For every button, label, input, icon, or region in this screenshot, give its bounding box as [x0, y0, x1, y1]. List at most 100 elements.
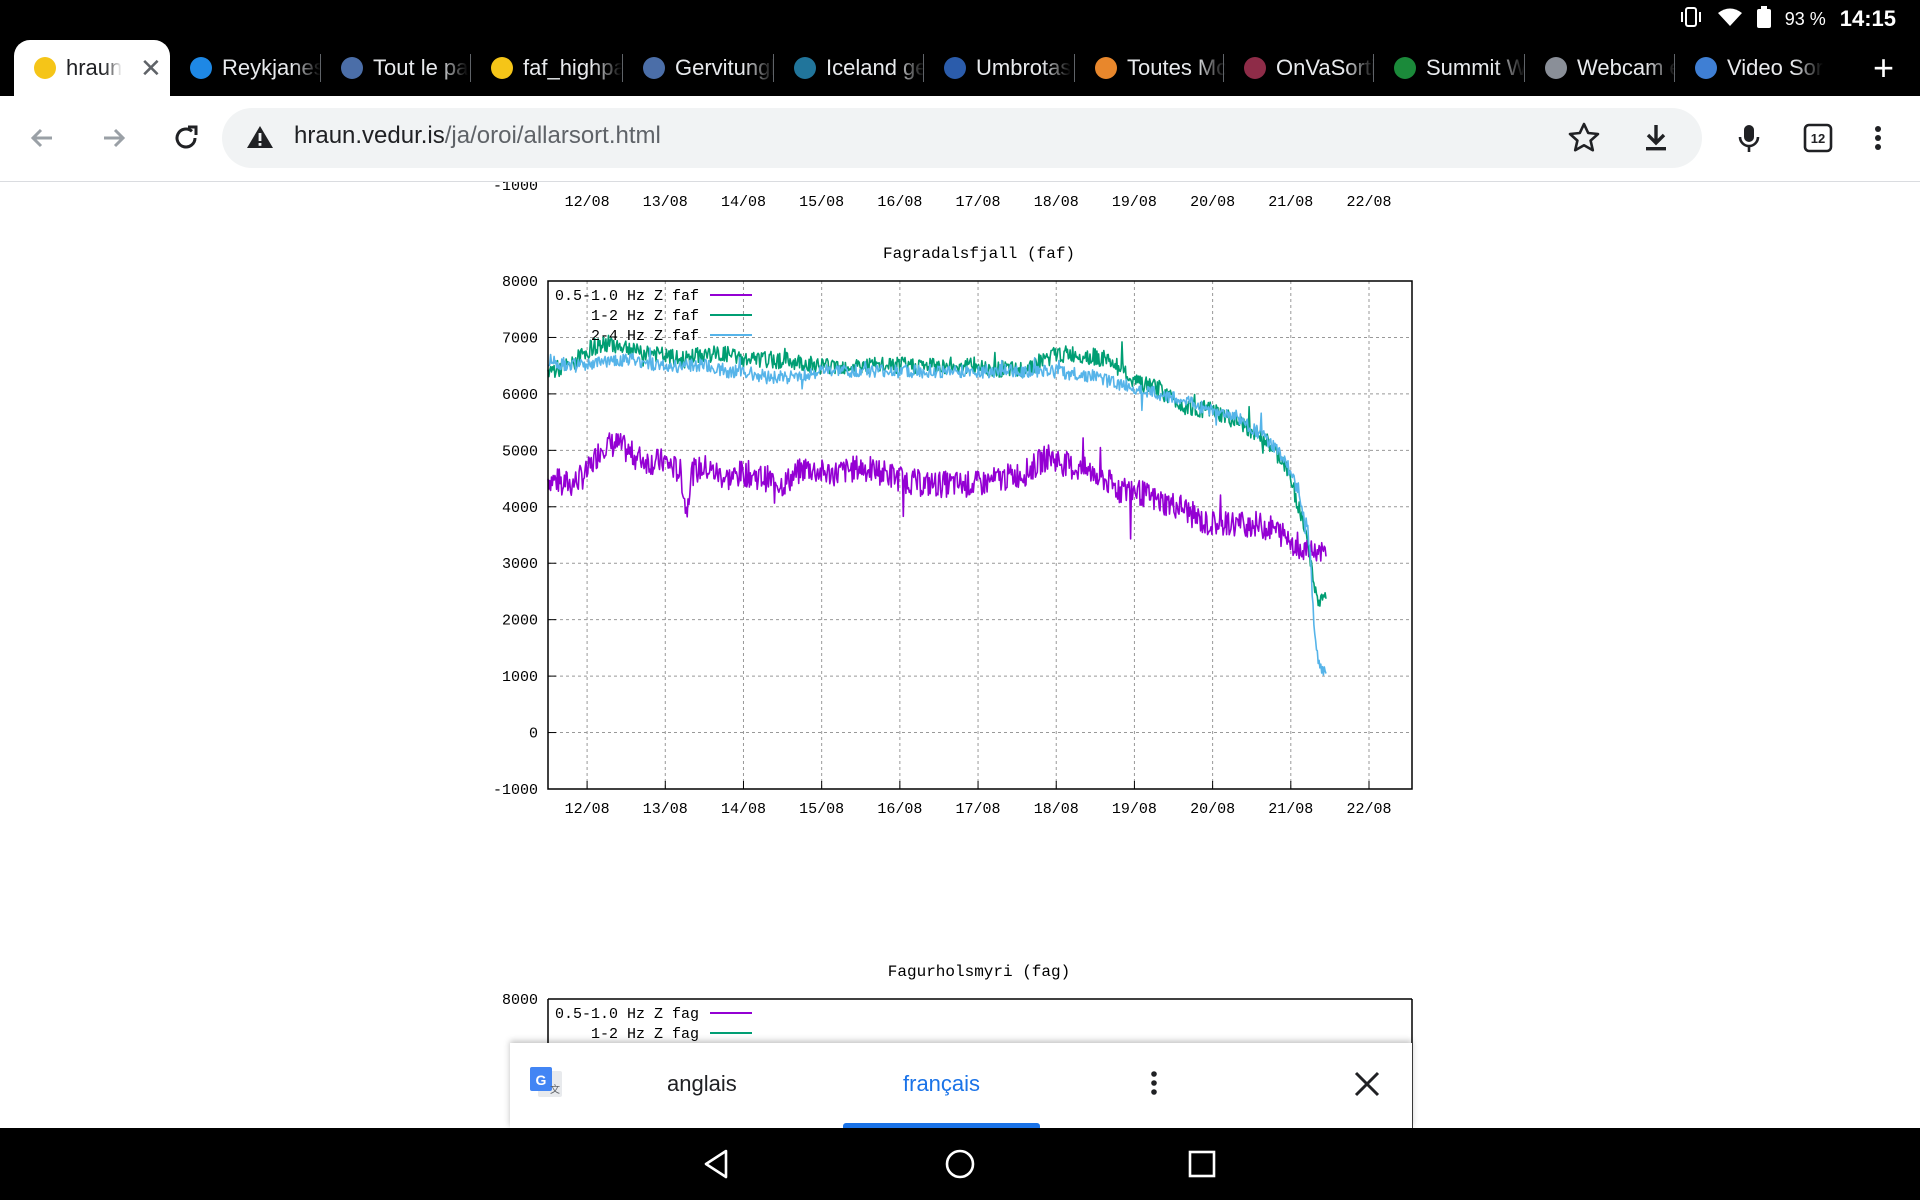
selected-language-indicator	[843, 1123, 1040, 1128]
top-chart-xtick-label: 12/08	[565, 194, 610, 211]
bookmark-star-icon[interactable]	[1566, 120, 1602, 161]
tab-favicon-icon	[34, 57, 56, 79]
top-chart-xtick-label: 13/08	[643, 194, 688, 211]
home-circle-icon	[945, 1149, 975, 1179]
faf-xtick-label: 21/08	[1268, 801, 1313, 818]
tab-favicon-icon	[794, 57, 816, 79]
browser-tab[interactable]: Umbrotas	[924, 40, 1075, 96]
tab-favicon-icon	[1095, 57, 1117, 79]
top-chart-xtick-label: 15/08	[799, 194, 844, 211]
nav-recents-button[interactable]	[1186, 1148, 1218, 1180]
tab-separator	[1524, 54, 1525, 82]
faf-ytick-label: 8000	[502, 274, 538, 291]
browser-tab[interactable]: Webcam e	[1525, 40, 1676, 96]
tab-separator	[320, 54, 321, 82]
browser-tab[interactable]: Toutes Mo	[1075, 40, 1226, 96]
faf-ytick-label: 5000	[502, 443, 538, 460]
faf-chart-title: Fagradalsfjall (faf)	[883, 245, 1075, 263]
tab-favicon-icon	[944, 57, 966, 79]
fag-ytick-top: 8000	[502, 992, 538, 1009]
tab-switcher-button[interactable]: 12	[1796, 116, 1840, 160]
android-nav-bar	[0, 1128, 1920, 1200]
faf-ytick-label: 4000	[502, 500, 538, 517]
not-secure-warning-icon[interactable]	[246, 124, 274, 155]
tab-favicon-icon	[1695, 57, 1717, 79]
battery-icon	[1756, 5, 1771, 33]
translate-options-icon[interactable]	[1138, 1067, 1170, 1104]
source-language-tab[interactable]: anglais	[667, 1071, 737, 1096]
forward-button[interactable]	[92, 116, 136, 160]
tab-favicon-icon	[190, 57, 212, 79]
url-text[interactable]: hraun.vedur.is/ja/oroi/allarsort.html	[294, 122, 661, 150]
faf-ytick-label: 6000	[502, 387, 538, 404]
faf-xtick-label: 16/08	[877, 801, 922, 818]
tab-title: Reykjanes	[222, 55, 321, 80]
url-domain: hraun.vedur.is	[294, 122, 445, 149]
tab-favicon-icon	[1394, 57, 1416, 79]
tab-title: Gervitungl	[675, 55, 774, 80]
tab-title: Tout le pa	[373, 55, 469, 80]
menu-button[interactable]	[1856, 116, 1900, 160]
faf-xtick-label: 19/08	[1112, 801, 1157, 818]
top-chart-xtick-label: 20/08	[1190, 194, 1235, 211]
tab-separator	[1223, 54, 1224, 82]
browser-tab[interactable]: hraun ✕	[14, 40, 170, 96]
faf-xtick-label: 22/08	[1346, 801, 1391, 818]
faf-legend-label: 2-4 Hz Z faf	[591, 328, 699, 345]
browser-tab[interactable]: Iceland ge	[774, 40, 925, 96]
top-chart-ytick-bottom: -1000	[493, 182, 538, 195]
nav-back-button[interactable]	[700, 1148, 732, 1180]
tab-separator	[1674, 54, 1675, 82]
browser-tab[interactable]: Summit W	[1374, 40, 1525, 96]
url-path: /ja/oroi/allarsort.html	[444, 122, 661, 149]
tab-title: Iceland ge	[826, 55, 925, 80]
close-icon[interactable]	[1352, 1069, 1382, 1104]
top-chart-cropped: -1000 12/08 13/08 14/08 15/08 16/08 17/08 18/0…	[493, 182, 1392, 211]
browser-tab[interactable]: Video Sor	[1675, 40, 1826, 96]
nav-home-button[interactable]	[944, 1148, 976, 1180]
target-language-tab[interactable]: français	[903, 1071, 981, 1096]
tab-separator	[1074, 54, 1075, 82]
faf-xtick-label: 14/08	[721, 801, 766, 818]
clock: 14:15	[1839, 6, 1896, 31]
download-icon[interactable]	[1638, 120, 1674, 161]
faf-ytick-label: 2000	[502, 613, 538, 630]
tab-separator	[622, 54, 623, 82]
new-tab-button[interactable]: +	[1872, 47, 1894, 88]
faf-ytick-label: 1000	[502, 669, 538, 686]
tab-favicon-icon	[491, 57, 513, 79]
svg-text:G: G	[536, 1072, 547, 1088]
faf-xtick-label: 12/08	[565, 801, 610, 818]
tab-favicon-icon	[643, 57, 665, 79]
browser-tab[interactable]: Gervitungl	[623, 40, 774, 96]
browser-tab[interactable]: OnVaSorti	[1224, 40, 1375, 96]
faf-xtick-label: 20/08	[1190, 801, 1235, 818]
top-chart-xtick-label: 16/08	[877, 194, 922, 211]
faf-xtick-label: 15/08	[799, 801, 844, 818]
tab-favicon-icon	[1244, 57, 1266, 79]
top-chart-xtick-label: 17/08	[956, 194, 1001, 211]
close-tab-icon[interactable]: ✕	[140, 52, 162, 83]
tab-separator	[1373, 54, 1374, 82]
wifi-icon	[1717, 7, 1743, 32]
faf-ytick-label: 0	[529, 726, 538, 743]
back-arrow-icon	[30, 128, 52, 148]
faf-ytick-label: -1000	[493, 782, 538, 799]
back-button[interactable]	[20, 116, 64, 160]
reload-button[interactable]	[164, 116, 208, 160]
browser-tab[interactable]: Tout le pa	[321, 40, 472, 96]
top-chart-xtick-label: 14/08	[721, 194, 766, 211]
top-chart-xtick-label: 22/08	[1346, 194, 1391, 211]
top-chart-xtick-label: 19/08	[1112, 194, 1157, 211]
voice-search-button[interactable]	[1727, 116, 1771, 160]
address-bar[interactable]: hraun.vedur.is/ja/oroi/allarsort.html	[222, 108, 1702, 168]
browser-toolbar: hraun.vedur.is/ja/oroi/allarsort.html 12	[0, 96, 1920, 182]
tab-title: hraun	[66, 55, 122, 80]
browser-tab[interactable]: Reykjanes	[170, 40, 321, 96]
faf-plot-frame	[547, 280, 1413, 790]
tab-title: faf_highpa	[523, 55, 622, 80]
browser-tab[interactable]: faf_highpa	[471, 40, 622, 96]
tab-favicon-icon	[1545, 57, 1567, 79]
top-chart-xtick-label: 21/08	[1268, 194, 1313, 211]
